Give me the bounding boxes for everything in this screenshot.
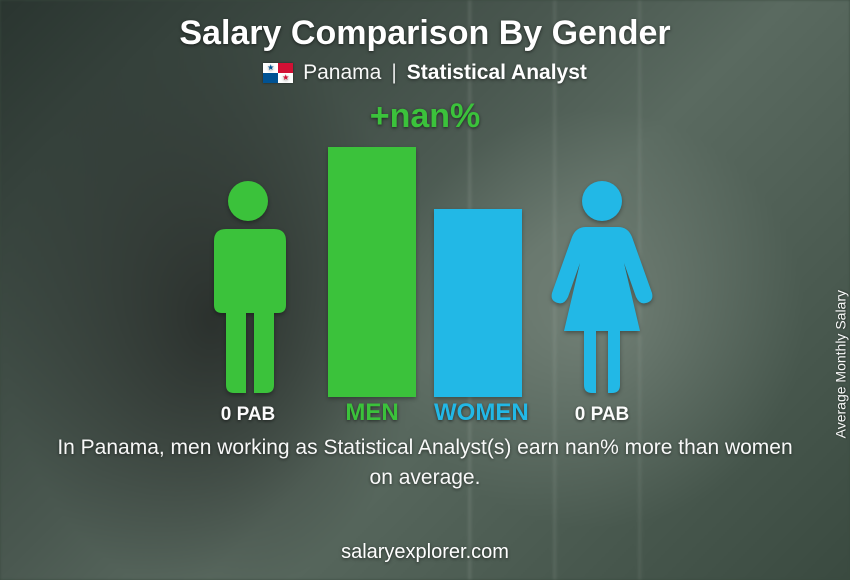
male-person-icon [186, 177, 310, 397]
men-value-label: 0 PAB [186, 404, 310, 426]
women-value-label: 0 PAB [540, 404, 664, 426]
category-labels-row: 0 PAB MEN WOMEN 0 PAB [105, 399, 745, 427]
women-bar-fill [434, 209, 522, 397]
page-title: Salary Comparison By Gender [179, 14, 670, 53]
y-axis-label: Average Monthly Salary [832, 290, 848, 438]
panama-flag-icon: ★★ [263, 63, 293, 83]
gender-salary-chart: +nan% [105, 97, 745, 427]
separator: | [391, 61, 396, 85]
chart-row [105, 147, 745, 397]
subtitle-row: ★★ Panama | Statistical Analyst [263, 61, 587, 85]
women-label: WOMEN [434, 399, 522, 427]
content-overlay: Salary Comparison By Gender ★★ Panama | … [0, 0, 850, 580]
female-person-icon [540, 177, 664, 397]
delta-percent-label: +nan% [370, 97, 481, 136]
summary-text: In Panama, men working as Statistical An… [55, 433, 795, 494]
men-bar-fill [328, 147, 416, 397]
job-title-label: Statistical Analyst [407, 61, 587, 85]
women-bar [434, 209, 522, 397]
country-label: Panama [303, 61, 381, 85]
men-label: MEN [328, 399, 416, 427]
men-bar [328, 147, 416, 397]
site-link[interactable]: salaryexplorer.com [0, 541, 850, 564]
